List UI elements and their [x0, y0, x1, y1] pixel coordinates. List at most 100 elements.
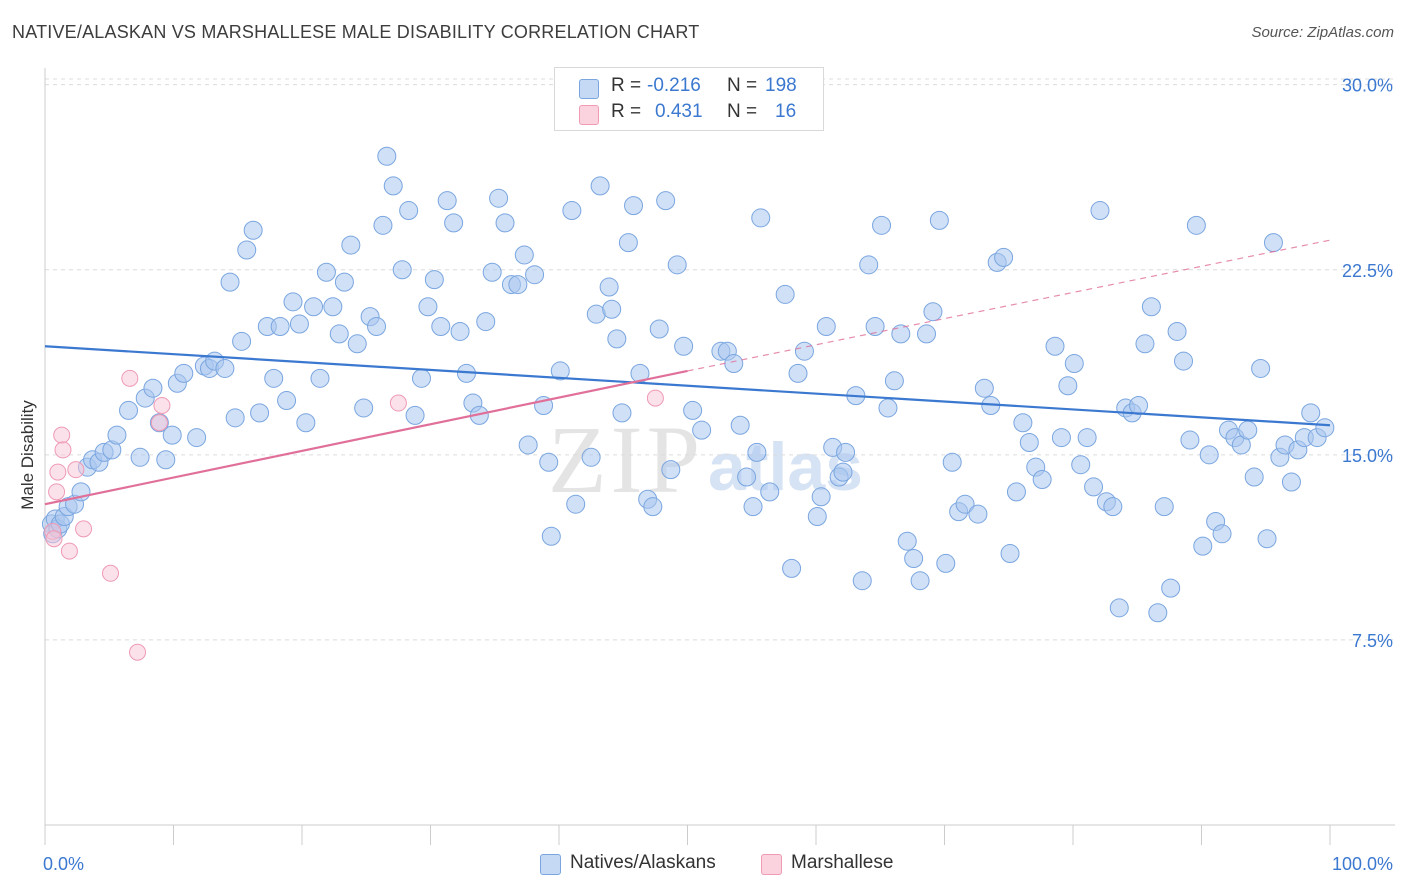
native-point — [450, 321, 470, 341]
native-point — [994, 247, 1014, 267]
tick-labels: 7.5% 15.0% 22.5% 30.0% 0.0% 100.0% — [43, 76, 1393, 874]
native-point — [495, 213, 515, 233]
native-point — [929, 210, 949, 230]
native-point — [566, 494, 586, 514]
native-point — [296, 413, 316, 433]
native-point — [283, 292, 303, 312]
native-point — [692, 420, 712, 440]
native-point — [612, 403, 632, 423]
native-point — [187, 428, 207, 448]
legend-swatch-marshallese — [761, 854, 782, 875]
marshallese-point — [646, 389, 664, 407]
native-point — [437, 191, 457, 211]
native-point — [775, 284, 795, 304]
native-point — [392, 260, 412, 280]
native-point — [289, 314, 309, 334]
native-point — [424, 270, 444, 290]
marshallese-point — [129, 643, 147, 661]
native-point — [624, 196, 644, 216]
native-point — [865, 317, 885, 337]
native-point — [243, 220, 263, 240]
native-point — [329, 324, 349, 344]
native-point — [807, 507, 827, 527]
native-point — [884, 371, 904, 391]
native-point — [724, 354, 744, 374]
native-point — [1301, 403, 1321, 423]
native-point — [661, 460, 681, 480]
x-tick-label: 100.0% — [1332, 854, 1393, 874]
native-point — [794, 341, 814, 361]
marshallese-point — [153, 396, 171, 414]
native-point — [334, 272, 354, 292]
native-point — [1032, 470, 1052, 490]
native-point — [225, 408, 245, 428]
legend-swatch-natives — [579, 79, 599, 99]
native-point — [656, 191, 676, 211]
native-point — [581, 447, 601, 467]
trend-lines — [44, 239, 1331, 506]
native-point — [1129, 395, 1149, 415]
native-point — [897, 531, 917, 551]
source-label: Source: ZipAtlas.com — [1251, 24, 1394, 41]
native-point — [354, 398, 374, 418]
legend-label-natives: Natives/Alaskans — [570, 852, 716, 873]
marshallese-point — [121, 369, 139, 387]
native-point — [1154, 497, 1174, 517]
marshallese-point — [49, 463, 67, 481]
y-tick-label: 22.5% — [1342, 261, 1393, 281]
native-point — [904, 548, 924, 568]
native-point — [872, 215, 892, 235]
marshallese-point — [102, 564, 120, 582]
native-point — [431, 317, 451, 337]
native-point — [162, 425, 182, 445]
native-point — [119, 400, 139, 420]
legend-r-value: -0.216 — [647, 75, 701, 96]
native-point — [1315, 418, 1335, 438]
native-point — [1000, 544, 1020, 564]
native-point — [1174, 351, 1194, 371]
native-point — [310, 368, 330, 388]
marshallese-trend-line — [44, 369, 688, 506]
native-point — [377, 146, 397, 166]
native-point — [215, 358, 235, 378]
native-point — [514, 245, 534, 265]
marshallese-point — [48, 483, 66, 501]
marshallese-point — [53, 426, 71, 444]
data-points — [41, 85, 1335, 661]
native-point — [1199, 445, 1219, 465]
legend-r-label: R = — [611, 75, 642, 96]
legend-n-value: 198 — [765, 75, 797, 96]
native-point — [602, 299, 622, 319]
native-point — [599, 277, 619, 297]
native-point — [730, 415, 750, 435]
native-point — [107, 425, 127, 445]
native-point — [250, 403, 270, 423]
axes — [44, 68, 1395, 845]
native-point — [1077, 428, 1097, 448]
native-point — [1019, 433, 1039, 452]
native-point — [968, 504, 988, 524]
native-point — [649, 319, 669, 339]
native-point — [444, 213, 464, 233]
native-point — [399, 201, 419, 221]
native-point — [760, 482, 780, 502]
native-point — [304, 297, 324, 317]
y-tick-label: 15.0% — [1342, 446, 1393, 466]
native-point — [130, 447, 150, 467]
native-point — [590, 176, 610, 196]
native-point — [1084, 477, 1104, 497]
native-point — [1251, 358, 1271, 378]
legend-swatch-natives — [540, 854, 561, 875]
legend-row-natives: R = -0.216 N = 198 — [555, 75, 823, 101]
native-point — [143, 378, 163, 398]
native-point — [917, 324, 937, 344]
native-point — [373, 215, 393, 235]
native-point — [367, 317, 387, 337]
chart-title: NATIVE/ALASKAN VS MARSHALLESE MALE DISAB… — [12, 22, 700, 42]
native-point — [1103, 497, 1123, 517]
legend-row-marshallese: R = 0.431 N = 16 — [555, 101, 823, 127]
native-point — [788, 363, 808, 383]
native-point — [316, 262, 336, 282]
native-point — [1186, 215, 1206, 235]
